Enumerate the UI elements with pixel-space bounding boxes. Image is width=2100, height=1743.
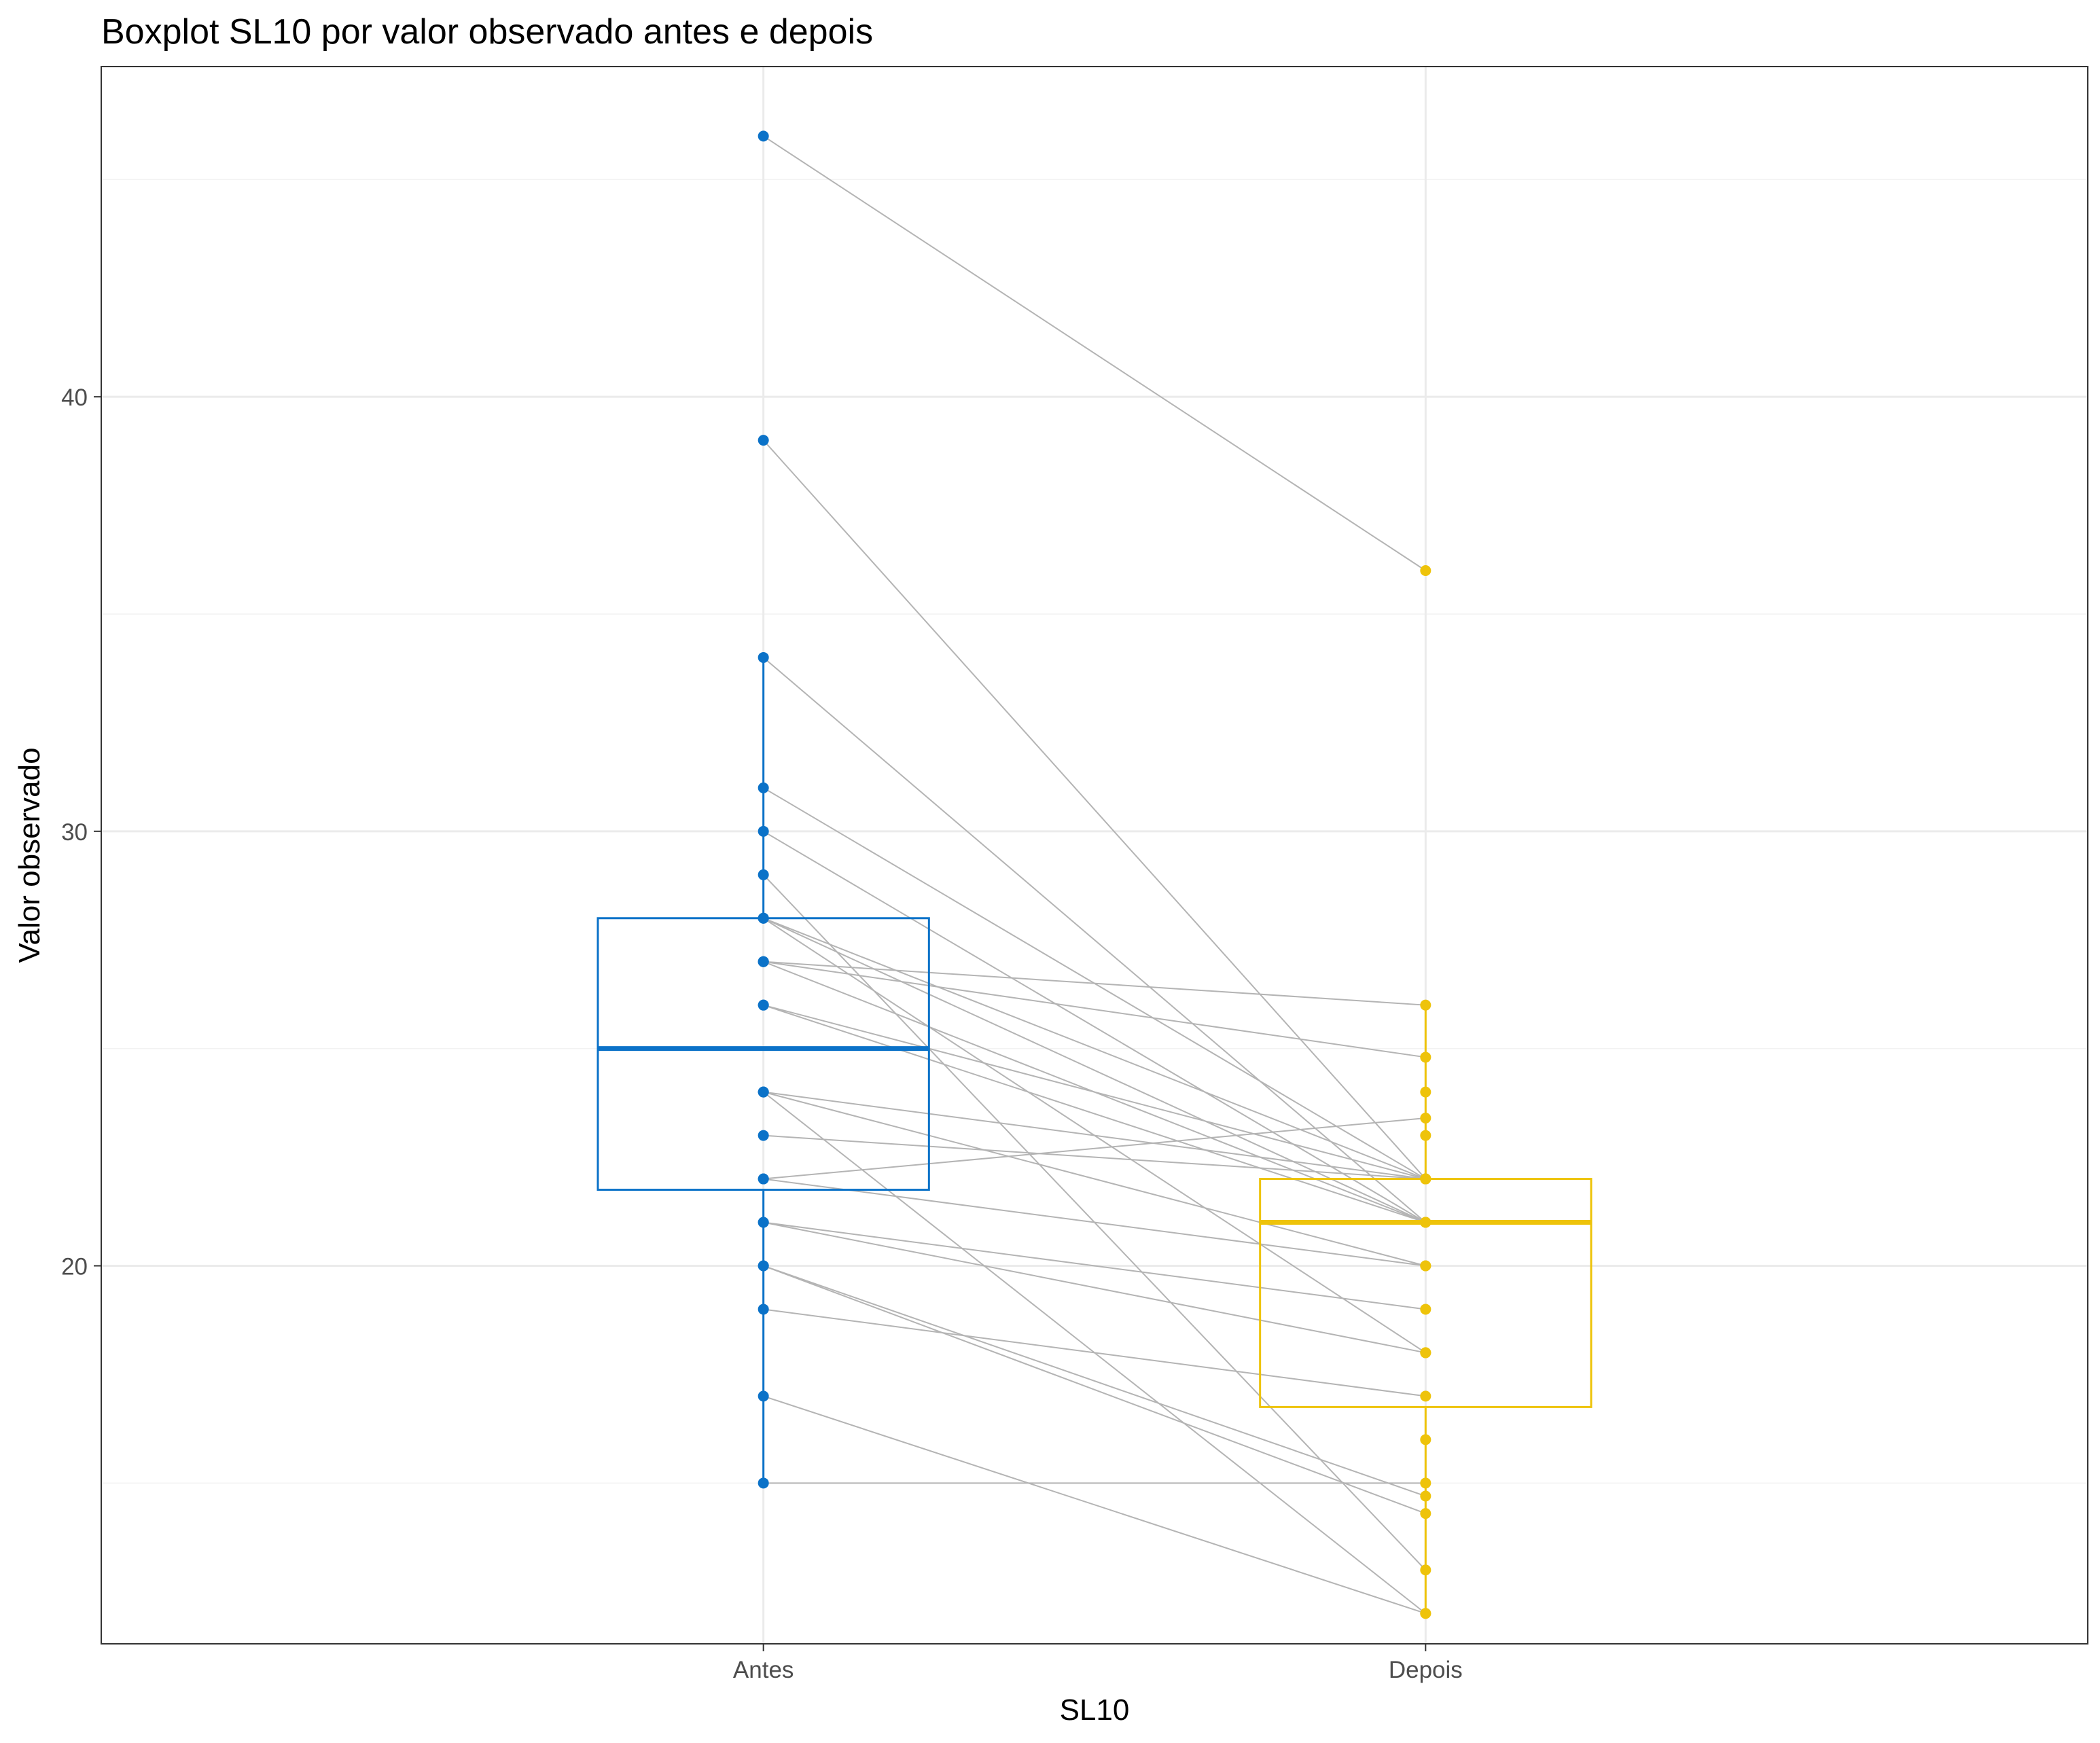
data-point xyxy=(758,825,769,837)
data-point xyxy=(1420,565,1431,577)
pair-line xyxy=(763,135,1426,571)
data-point xyxy=(758,956,769,967)
pair-line xyxy=(763,1117,1426,1180)
data-point xyxy=(1420,1052,1431,1063)
x-tick-label: Antes xyxy=(733,1657,794,1683)
data-point xyxy=(1420,1347,1431,1359)
chart-title: Boxplot SL10 por valor observado antes e… xyxy=(101,12,873,52)
pair-line xyxy=(763,1178,1426,1267)
data-point xyxy=(758,1304,769,1315)
data-point xyxy=(1420,1113,1431,1124)
pair-line xyxy=(763,960,1426,1058)
data-point xyxy=(1420,1477,1431,1489)
pair-line xyxy=(763,917,1426,1180)
data-point xyxy=(758,1217,769,1228)
data-point xyxy=(1420,1260,1431,1272)
data-point xyxy=(1420,1608,1431,1619)
data-point xyxy=(758,1260,769,1272)
pair-line xyxy=(763,1308,1426,1397)
y-tick-label: 40 xyxy=(61,384,88,411)
data-points xyxy=(758,130,1431,1619)
y-axis-ticks: 20 30 40 xyxy=(61,384,101,1280)
pair-line xyxy=(762,439,1427,1180)
data-point xyxy=(1420,1390,1431,1402)
pair-line xyxy=(763,1395,1426,1615)
data-point xyxy=(1420,1304,1431,1315)
data-point xyxy=(758,651,769,663)
data-point xyxy=(758,782,769,793)
data-point xyxy=(758,1477,769,1489)
data-point xyxy=(758,130,769,142)
data-point xyxy=(758,1086,769,1098)
data-point xyxy=(1420,1564,1431,1576)
data-point xyxy=(758,1130,769,1141)
pair-line xyxy=(763,1265,1426,1515)
y-tick-label: 20 xyxy=(61,1253,88,1280)
pair-line xyxy=(763,1091,1426,1267)
data-point xyxy=(758,1390,769,1402)
data-point xyxy=(1420,1130,1431,1141)
paired-lines xyxy=(762,135,1427,1615)
pair-line xyxy=(763,1134,1426,1180)
pair-line xyxy=(763,1004,1426,1180)
data-point xyxy=(758,999,769,1011)
pair-line xyxy=(763,1221,1426,1354)
data-point xyxy=(1420,1086,1431,1098)
pair-line xyxy=(763,1091,1426,1180)
pair-line xyxy=(763,960,1426,1006)
pair-line xyxy=(763,830,1426,1223)
pair-line xyxy=(763,1221,1426,1310)
data-point xyxy=(758,1173,769,1185)
data-point xyxy=(1420,1490,1431,1502)
data-point xyxy=(758,869,769,880)
data-point xyxy=(758,435,769,446)
x-axis-title: SL10 xyxy=(1060,1693,1130,1727)
data-point xyxy=(1420,1434,1431,1445)
data-point xyxy=(1420,1173,1431,1185)
pair-line xyxy=(763,1265,1426,1497)
data-point xyxy=(758,912,769,924)
x-tick-label: Depois xyxy=(1389,1657,1463,1683)
panel-border xyxy=(101,66,2088,1645)
data-point xyxy=(1420,999,1431,1011)
y-tick-label: 30 xyxy=(61,819,88,846)
data-point xyxy=(1420,1217,1431,1228)
x-axis-ticks: Antes Depois xyxy=(733,1644,1463,1683)
data-point xyxy=(1420,1508,1431,1520)
y-axis-title: Valor observado xyxy=(13,747,46,963)
pair-line xyxy=(763,1004,1426,1223)
